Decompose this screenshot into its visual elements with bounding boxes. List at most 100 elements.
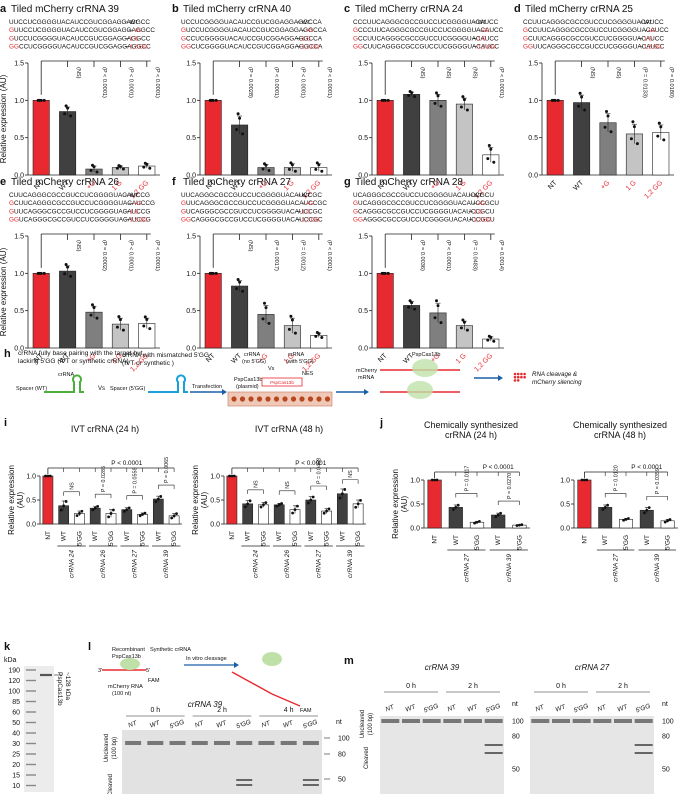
data-point bbox=[643, 511, 646, 515]
group-label: crRNA 26 bbox=[100, 550, 107, 578]
y-tick-label: 1.5 bbox=[186, 234, 196, 241]
data-point bbox=[487, 334, 491, 338]
rna-fragment bbox=[520, 372, 523, 376]
p-value: P = 0.0359 bbox=[655, 468, 661, 494]
ladder-label: 10 bbox=[12, 783, 20, 790]
data-point bbox=[91, 303, 94, 307]
panel-title: Tiled mCherry crRNA 25 bbox=[525, 4, 633, 15]
bar bbox=[491, 514, 506, 529]
cell bbox=[299, 396, 305, 402]
p-value: (NS) bbox=[615, 67, 621, 79]
data-point bbox=[413, 95, 417, 99]
sequence: GGUUCAGGGCGCCGUCCUCGGGGUACAUCC bbox=[523, 44, 665, 51]
data-point bbox=[359, 498, 362, 502]
data-point bbox=[115, 166, 119, 170]
data-point bbox=[175, 512, 178, 516]
data-point bbox=[264, 306, 268, 310]
chart-title: IVT crRNA (24 h) bbox=[71, 424, 139, 434]
sequence: CCUUCAGGGCGCCGUCCUCGGGGUACAUCC bbox=[523, 19, 664, 26]
data-point bbox=[656, 134, 660, 138]
x-tick-label: +G bbox=[430, 352, 442, 364]
time-label: 4 h bbox=[284, 707, 294, 714]
gel-side-label: Cleaved bbox=[364, 747, 370, 769]
p-value: (P < 0.0001) bbox=[326, 67, 332, 98]
variant-tag: +G bbox=[478, 201, 486, 207]
sequence: GUCCUCGGGGUACAUCCGUCGGAGGAGGCCA bbox=[181, 27, 327, 34]
data-point bbox=[494, 515, 498, 519]
gel-side-label: Uncleaved bbox=[104, 734, 110, 762]
p-value: (P < 0.0001) bbox=[300, 67, 306, 98]
data-point bbox=[356, 502, 360, 506]
variant-tag: 1,2 GG bbox=[130, 218, 148, 224]
cell bbox=[231, 396, 237, 402]
panel-letter: g bbox=[344, 176, 351, 188]
l-text: FAM bbox=[148, 678, 160, 684]
lane-label: WT bbox=[405, 703, 418, 713]
x-tick-label: WT bbox=[495, 535, 502, 545]
data-point bbox=[487, 144, 491, 148]
panel-title: Tiled mCherry crRNA 39 bbox=[11, 4, 119, 15]
h-text: RNA cleavage & bbox=[532, 371, 577, 378]
data-point bbox=[38, 98, 42, 102]
data-point bbox=[439, 321, 443, 325]
data-point bbox=[89, 313, 93, 317]
data-point bbox=[63, 112, 67, 116]
time-label: 2 h bbox=[217, 707, 227, 714]
h-text: Spacer (5'GG) bbox=[110, 386, 145, 392]
data-point bbox=[583, 108, 587, 112]
p-value: (NS) bbox=[472, 67, 478, 79]
sequence: GUCCUCGGGGUACAUCCGUCGGAGGAGGCC bbox=[9, 35, 151, 42]
axis-unit: nt bbox=[336, 719, 342, 726]
data-point bbox=[170, 516, 174, 520]
y-tick-label: 0.0 bbox=[14, 173, 24, 180]
sequence: GUUCAGGGCGCCGUCCUCGGGGUACAUCCGC bbox=[181, 200, 327, 207]
data-point bbox=[263, 301, 266, 305]
ladder-label: 30 bbox=[12, 741, 20, 748]
chart-title: crRNA (48 h) bbox=[594, 430, 646, 440]
data-point bbox=[44, 474, 47, 478]
y-tick-label: 0.0 bbox=[358, 173, 368, 180]
cas-protein bbox=[407, 381, 433, 399]
panel-letter: c bbox=[344, 3, 350, 15]
l-text: mCherry RNA bbox=[108, 684, 143, 690]
data-point bbox=[657, 121, 661, 125]
data-point bbox=[645, 508, 649, 512]
x-tick-label: +G bbox=[86, 352, 98, 364]
bar bbox=[546, 100, 564, 176]
data-point bbox=[93, 506, 97, 510]
x-tick-label: 5'GG bbox=[324, 531, 331, 546]
h-text: (IVT or synthetic ) bbox=[122, 360, 174, 367]
lane-label: NT bbox=[535, 703, 547, 713]
rna-fragment bbox=[516, 379, 520, 382]
nt-tick: 80 bbox=[338, 752, 346, 759]
p-value: (P < 0.0001) bbox=[445, 240, 451, 271]
x-tick-label: NT bbox=[45, 531, 52, 540]
sequence: GGAGGGCGCCGUCCUCGGGGUACAUCCGCU bbox=[353, 217, 495, 224]
data-point bbox=[69, 274, 73, 278]
data-point bbox=[407, 305, 411, 309]
bar bbox=[59, 111, 77, 176]
data-point bbox=[465, 108, 469, 112]
group-label: crRNA 26 bbox=[284, 550, 291, 578]
sequence: GGCUCGGGGUACAUCCGUCGGAGGAGGCCA bbox=[181, 44, 323, 51]
h-text: Transfection bbox=[192, 384, 222, 390]
crrna-glyph bbox=[148, 374, 188, 393]
data-point bbox=[475, 520, 479, 524]
lane-label: 5'GG bbox=[485, 703, 501, 715]
x-tick-label: WT bbox=[602, 535, 609, 545]
h-text: crRNA bbox=[288, 352, 305, 358]
x-tick-label: WT bbox=[572, 179, 585, 192]
data-point bbox=[627, 517, 630, 520]
axis-unit: nt bbox=[512, 701, 518, 708]
data-point bbox=[64, 104, 68, 108]
h-text: PspCas13b bbox=[412, 352, 440, 358]
bar bbox=[598, 507, 613, 529]
chart-title: crRNA (24 h) bbox=[445, 430, 497, 440]
cell-dish bbox=[227, 391, 333, 407]
nt-tick: 50 bbox=[338, 777, 346, 784]
data-point bbox=[311, 495, 315, 499]
bar bbox=[204, 100, 222, 176]
lane-label: NT bbox=[194, 719, 206, 729]
bar bbox=[403, 94, 421, 176]
data-point bbox=[662, 138, 666, 142]
